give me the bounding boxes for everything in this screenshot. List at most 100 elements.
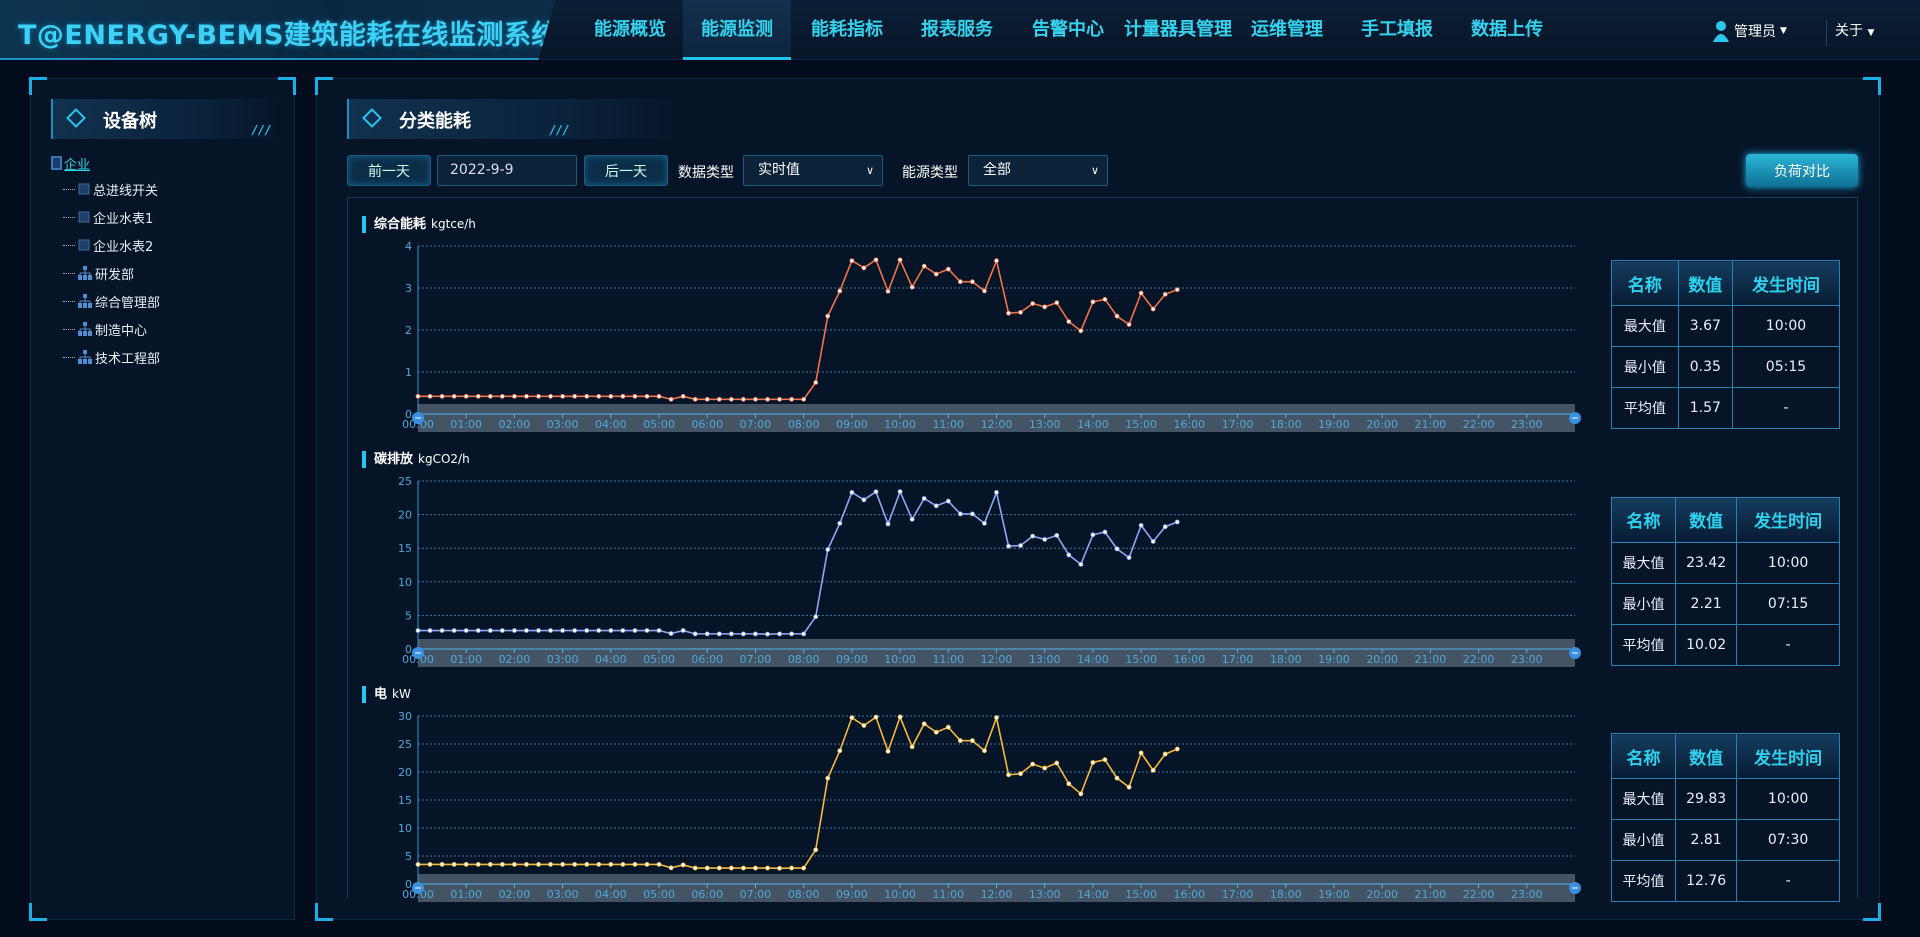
data-point: [753, 396, 758, 402]
data-point: [873, 257, 879, 263]
about-menu[interactable]: 关于 ▼: [1826, 20, 1874, 46]
tree-root-label: 企业: [64, 157, 91, 173]
diamond-icon: [66, 108, 86, 128]
x-tick-label: 18:00: [1270, 888, 1302, 901]
data-point: [982, 520, 987, 526]
x-tick-label: 08:00: [788, 418, 820, 431]
data-point: [620, 628, 626, 633]
stat-time: 10:00: [1736, 541, 1840, 584]
x-tick-label: 01:00: [450, 418, 482, 431]
data-point: [909, 284, 915, 290]
x-tick-label: 00:00: [402, 888, 434, 901]
x-tick-label: 02:00: [499, 888, 531, 901]
x-tick-label: 21:00: [1415, 418, 1447, 431]
tree-root[interactable]: 企业: [51, 151, 160, 175]
x-tick-label: 12:00: [981, 653, 1013, 666]
tree-node-label: 研发部: [95, 267, 135, 283]
x-tick-label: 11:00: [932, 653, 964, 666]
data-point: [789, 396, 795, 402]
x-tick-label: 07:00: [740, 653, 772, 666]
tree-node[interactable]: 综合管理部: [51, 287, 160, 315]
y-tick-label: 15: [398, 794, 412, 807]
data-type-select[interactable]: 实时值 ∨: [743, 155, 883, 186]
data-point: [680, 862, 686, 868]
x-tick-label: 10:00: [884, 653, 916, 666]
data-point: [548, 628, 553, 633]
nav-item[interactable]: 能耗指标: [811, 19, 883, 40]
nav-item[interactable]: 能源概览: [594, 19, 666, 40]
energy-type-select[interactable]: 全部 ∨: [968, 155, 1108, 186]
stats-table: 名称 数值 发生时间 最大值 3.67 10:00 最小值 0.35 05:15 平均值 1.57-: [1611, 260, 1841, 429]
tree-node[interactable]: 技术工程部: [51, 343, 160, 371]
data-point: [909, 516, 915, 522]
tree-node[interactable]: 总进线开关: [51, 175, 160, 203]
data-point: [933, 503, 939, 509]
date-input[interactable]: 2022-9-9: [437, 155, 577, 186]
nav-item[interactable]: 运维管理: [1251, 19, 1323, 40]
data-point: [415, 393, 421, 399]
data-point: [632, 628, 638, 633]
data-point: [1138, 522, 1144, 528]
data-point: [741, 631, 746, 637]
x-tick-label: 03:00: [547, 888, 579, 901]
data-point: [1174, 287, 1180, 293]
data-point: [475, 861, 481, 867]
data-point: [704, 396, 710, 402]
data-point: [1162, 291, 1168, 297]
prev-day-button[interactable]: 前一天: [347, 155, 431, 186]
data-point: [1090, 299, 1096, 305]
x-tick-label: 03:00: [547, 418, 579, 431]
tree-node[interactable]: 企业水表1: [51, 203, 160, 231]
data-point: [765, 631, 770, 637]
table-row: 平均值 12.76-: [1610, 860, 1840, 902]
x-tick-label: 04:00: [595, 888, 627, 901]
tree-node[interactable]: 制造中心: [51, 315, 160, 343]
tree-node[interactable]: 研发部: [51, 259, 160, 287]
data-point: [813, 380, 819, 385]
data-point: [1174, 519, 1180, 525]
data-point: [1006, 543, 1011, 549]
load-compare-button[interactable]: 负荷对比: [1746, 154, 1858, 187]
data-point: [813, 614, 819, 620]
data-point: [548, 861, 553, 867]
data-point: [608, 861, 614, 867]
chart-0: 0 1 2 3 4 00:00 01:00 02:00 03:00 04:00 05:00 06:00…: [402, 240, 1581, 432]
table-header: 数值: [1675, 496, 1738, 543]
x-tick-label: 08:00: [788, 653, 820, 666]
data-point: [728, 631, 734, 637]
data-point: [789, 631, 795, 637]
user-menu[interactable]: 管理员 ▼: [1712, 20, 1787, 42]
stripes-decoration: / / /: [252, 123, 269, 137]
tree-node[interactable]: 企业水表2: [51, 231, 160, 259]
nav-item[interactable]: 计量器具管理: [1124, 19, 1232, 40]
nav-item[interactable]: 手工填报: [1361, 19, 1433, 40]
y-tick-label: 0: [405, 408, 412, 421]
data-point: [439, 393, 445, 399]
data-point: [1054, 533, 1060, 538]
chart-title: 碳排放 kgCO2/h: [362, 451, 470, 468]
series-line: [418, 489, 1178, 635]
nav-item[interactable]: 数据上传: [1471, 19, 1543, 40]
x-tick-label: 09:00: [836, 653, 868, 666]
next-day-button[interactable]: 后一天: [584, 155, 668, 186]
table-row: 最小值 2.21 07:15: [1610, 582, 1840, 625]
nav-item[interactable]: 能源监测: [683, 0, 791, 60]
data-point: [644, 628, 650, 633]
data-point: [1042, 765, 1048, 771]
data-point: [1066, 552, 1072, 558]
x-tick-label: 21:00: [1415, 653, 1447, 666]
data-point: [499, 628, 505, 633]
table-header: 名称: [1611, 260, 1679, 306]
data-point: [945, 266, 951, 272]
data-point: [680, 628, 686, 633]
data-point: [753, 631, 758, 637]
nav-item[interactable]: 告警中心: [1032, 19, 1104, 40]
data-point: [499, 393, 505, 399]
nav-item[interactable]: 报表服务: [921, 19, 993, 40]
data-point: [777, 396, 782, 402]
x-tick-label: 00:00: [402, 418, 434, 431]
stat-label: 平均值: [1610, 860, 1677, 902]
y-tick-label: 20: [398, 509, 412, 522]
x-tick-label: 13:00: [1029, 888, 1061, 901]
data-point: [873, 714, 879, 720]
